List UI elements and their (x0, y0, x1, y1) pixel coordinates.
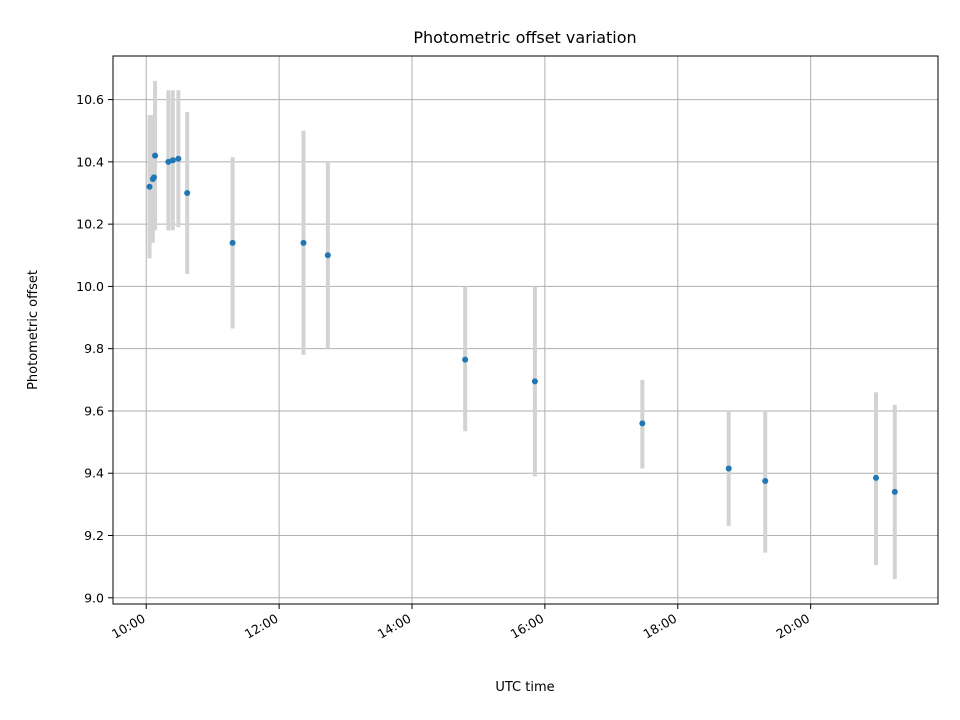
y-tick-label: 10.4 (76, 154, 104, 169)
y-tick-label: 9.4 (84, 466, 104, 481)
y-tick-label: 10.6 (76, 92, 104, 107)
grid (113, 56, 938, 604)
y-tick-label: 10.0 (76, 279, 104, 294)
data-point (169, 157, 176, 164)
data-point (725, 465, 732, 472)
data-point (300, 239, 307, 246)
x-tick-label: 20:00 (773, 611, 812, 642)
x-tick-label: 14:00 (375, 611, 414, 642)
data-point (324, 252, 331, 259)
data-point (891, 488, 898, 495)
data-point (872, 474, 879, 481)
x-axis-label: UTC time (495, 680, 554, 695)
data-point (639, 420, 646, 427)
y-tick-label: 9.2 (84, 528, 104, 543)
x-tick-label: 12:00 (242, 611, 281, 642)
y-tick-label: 9.8 (84, 341, 104, 356)
data-point (229, 239, 236, 246)
data-points (146, 152, 898, 495)
x-tick-label: 10:00 (109, 611, 148, 642)
chart-title: Photometric offset variation (413, 28, 636, 47)
y-axis-label: Photometric offset (26, 270, 41, 390)
x-tick-label: 18:00 (641, 611, 680, 642)
data-point (150, 174, 157, 181)
data-point (146, 183, 153, 190)
data-point (462, 356, 469, 363)
data-point (762, 478, 769, 485)
x-axis-ticks: 10:00 12:00 14:00 16:00 18:00 20:00 (109, 604, 812, 642)
y-tick-label: 10.2 (76, 217, 104, 232)
error-bars (147, 80, 897, 580)
plot-frame (112, 55, 939, 605)
data-point (531, 378, 538, 385)
y-axis-ticks: 9.0 9.2 9.4 9.6 9.8 10.0 10.2 10.4 10.6 (76, 92, 113, 605)
data-point (152, 152, 159, 159)
x-tick-label: 16:00 (508, 611, 547, 642)
data-point (184, 190, 191, 196)
y-tick-label: 9.0 (84, 590, 104, 605)
y-tick-label: 9.6 (84, 403, 104, 418)
data-point (175, 155, 182, 162)
